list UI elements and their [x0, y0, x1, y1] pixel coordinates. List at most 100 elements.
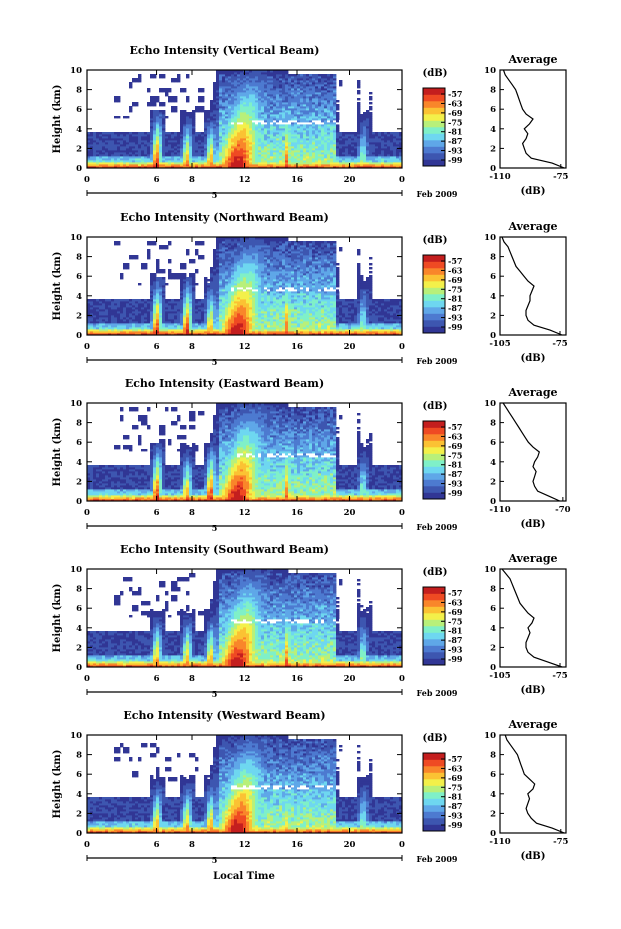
heatmap-cell [171, 277, 175, 280]
heatmap-cell [117, 307, 121, 310]
heatmap-cell [312, 100, 316, 103]
heatmap-cell [141, 307, 145, 310]
heatmap-cell [279, 146, 283, 149]
heatmap-cell [159, 130, 163, 133]
heatmap-cell [336, 136, 340, 139]
heatmap-cell [297, 84, 301, 87]
heatmap-cell [102, 299, 106, 302]
heatmap-cell [309, 128, 313, 131]
heatmap-cell [183, 116, 187, 119]
heatmap-cell [363, 144, 367, 147]
heatmap-cell [111, 331, 115, 334]
heatmap-cell [363, 122, 367, 125]
heatmap-cell [231, 331, 235, 334]
heatmap-cell [105, 303, 109, 306]
y-axis-label: Height (km) [52, 85, 63, 154]
heatmap-cell [162, 154, 166, 157]
heatmap-cell [231, 245, 235, 248]
heatmap-cell [336, 164, 340, 167]
heatmap-cell [330, 130, 334, 133]
heatmap-cell [153, 120, 157, 123]
heatmap-cell [237, 114, 241, 117]
echo-heatmap [87, 70, 403, 169]
heatmap-cell [132, 309, 136, 312]
heatmap-cell [366, 122, 370, 125]
heatmap-cell [264, 166, 268, 169]
heatmap-cell [153, 100, 157, 103]
heatmap-cell [117, 241, 121, 244]
heatmap-cell [234, 78, 238, 81]
heatmap-cell [282, 110, 286, 113]
heatmap-cell [192, 299, 196, 302]
heatmap-cell [201, 321, 205, 324]
heatmap-cell [246, 78, 250, 81]
heatmap-cell [216, 315, 220, 318]
heatmap-cell [180, 279, 184, 282]
heatmap-cell [189, 114, 193, 117]
heatmap-cell [225, 82, 229, 85]
heatmap-cell [318, 162, 322, 165]
heatmap-cell [303, 132, 307, 135]
heatmap-cell [138, 317, 142, 320]
heatmap-cell [390, 132, 394, 135]
heatmap-cell [99, 162, 103, 165]
heatmap-cell [327, 116, 331, 119]
heatmap-cell [198, 136, 202, 139]
heatmap-cell [141, 327, 145, 330]
heatmap-cell [216, 289, 220, 292]
heatmap-cell [93, 301, 97, 304]
heatmap-cell [192, 259, 196, 262]
heatmap-cell [96, 146, 100, 149]
heatmap-cell [135, 257, 139, 260]
heatmap-cell [291, 130, 295, 133]
heatmap-cell [369, 132, 373, 135]
heatmap-cell [252, 86, 256, 89]
heatmap-cell [228, 265, 232, 268]
heatmap-cell [222, 261, 226, 264]
heatmap-cell [189, 309, 193, 312]
heatmap-cell [309, 162, 313, 165]
heatmap-cell [240, 74, 244, 77]
heatmap-cell [213, 285, 217, 288]
heatmap-cell [270, 70, 274, 73]
heatmap-cell [219, 144, 223, 147]
heatmap-cell [96, 299, 100, 302]
heatmap-cell [174, 134, 178, 137]
heatmap-cell [153, 241, 157, 244]
heatmap-cell [213, 333, 217, 336]
heatmap-cell [126, 305, 130, 308]
heatmap-cell [393, 136, 397, 139]
heatmap-cell [141, 164, 145, 167]
heatmap-cell [225, 259, 229, 262]
heatmap-cell [186, 299, 190, 302]
heatmap-cell [159, 325, 163, 328]
heatmap-cell [177, 148, 181, 151]
heatmap-cell [216, 333, 220, 336]
heatmap-cell [222, 110, 226, 113]
heatmap-cell [114, 100, 118, 103]
heatmap-cell [387, 136, 391, 139]
heatmap-cell [264, 94, 268, 97]
heatmap-cell [120, 136, 124, 139]
heatmap-cell [177, 160, 181, 163]
heatmap-cell [207, 160, 211, 163]
heatmap-cell [141, 331, 145, 334]
heatmap-cell [159, 315, 163, 318]
heatmap-cell [312, 124, 316, 127]
heatmap-cell [123, 331, 127, 334]
heatmap-cell [252, 154, 256, 157]
heatmap-cell [252, 124, 256, 127]
heatmap-cell [333, 154, 337, 157]
heatmap-cell [126, 144, 130, 147]
heatmap-cell [225, 154, 229, 157]
heatmap-cell [207, 285, 211, 288]
heatmap-cell [336, 140, 340, 143]
heatmap-cell [87, 164, 91, 167]
heatmap-cell [162, 148, 166, 151]
heatmap-cell [222, 128, 226, 131]
heatmap-cell [231, 285, 235, 288]
heatmap-cell [153, 305, 157, 308]
heatmap-cell [126, 136, 130, 139]
heatmap-cell [255, 146, 259, 149]
heatmap-cell [243, 146, 247, 149]
